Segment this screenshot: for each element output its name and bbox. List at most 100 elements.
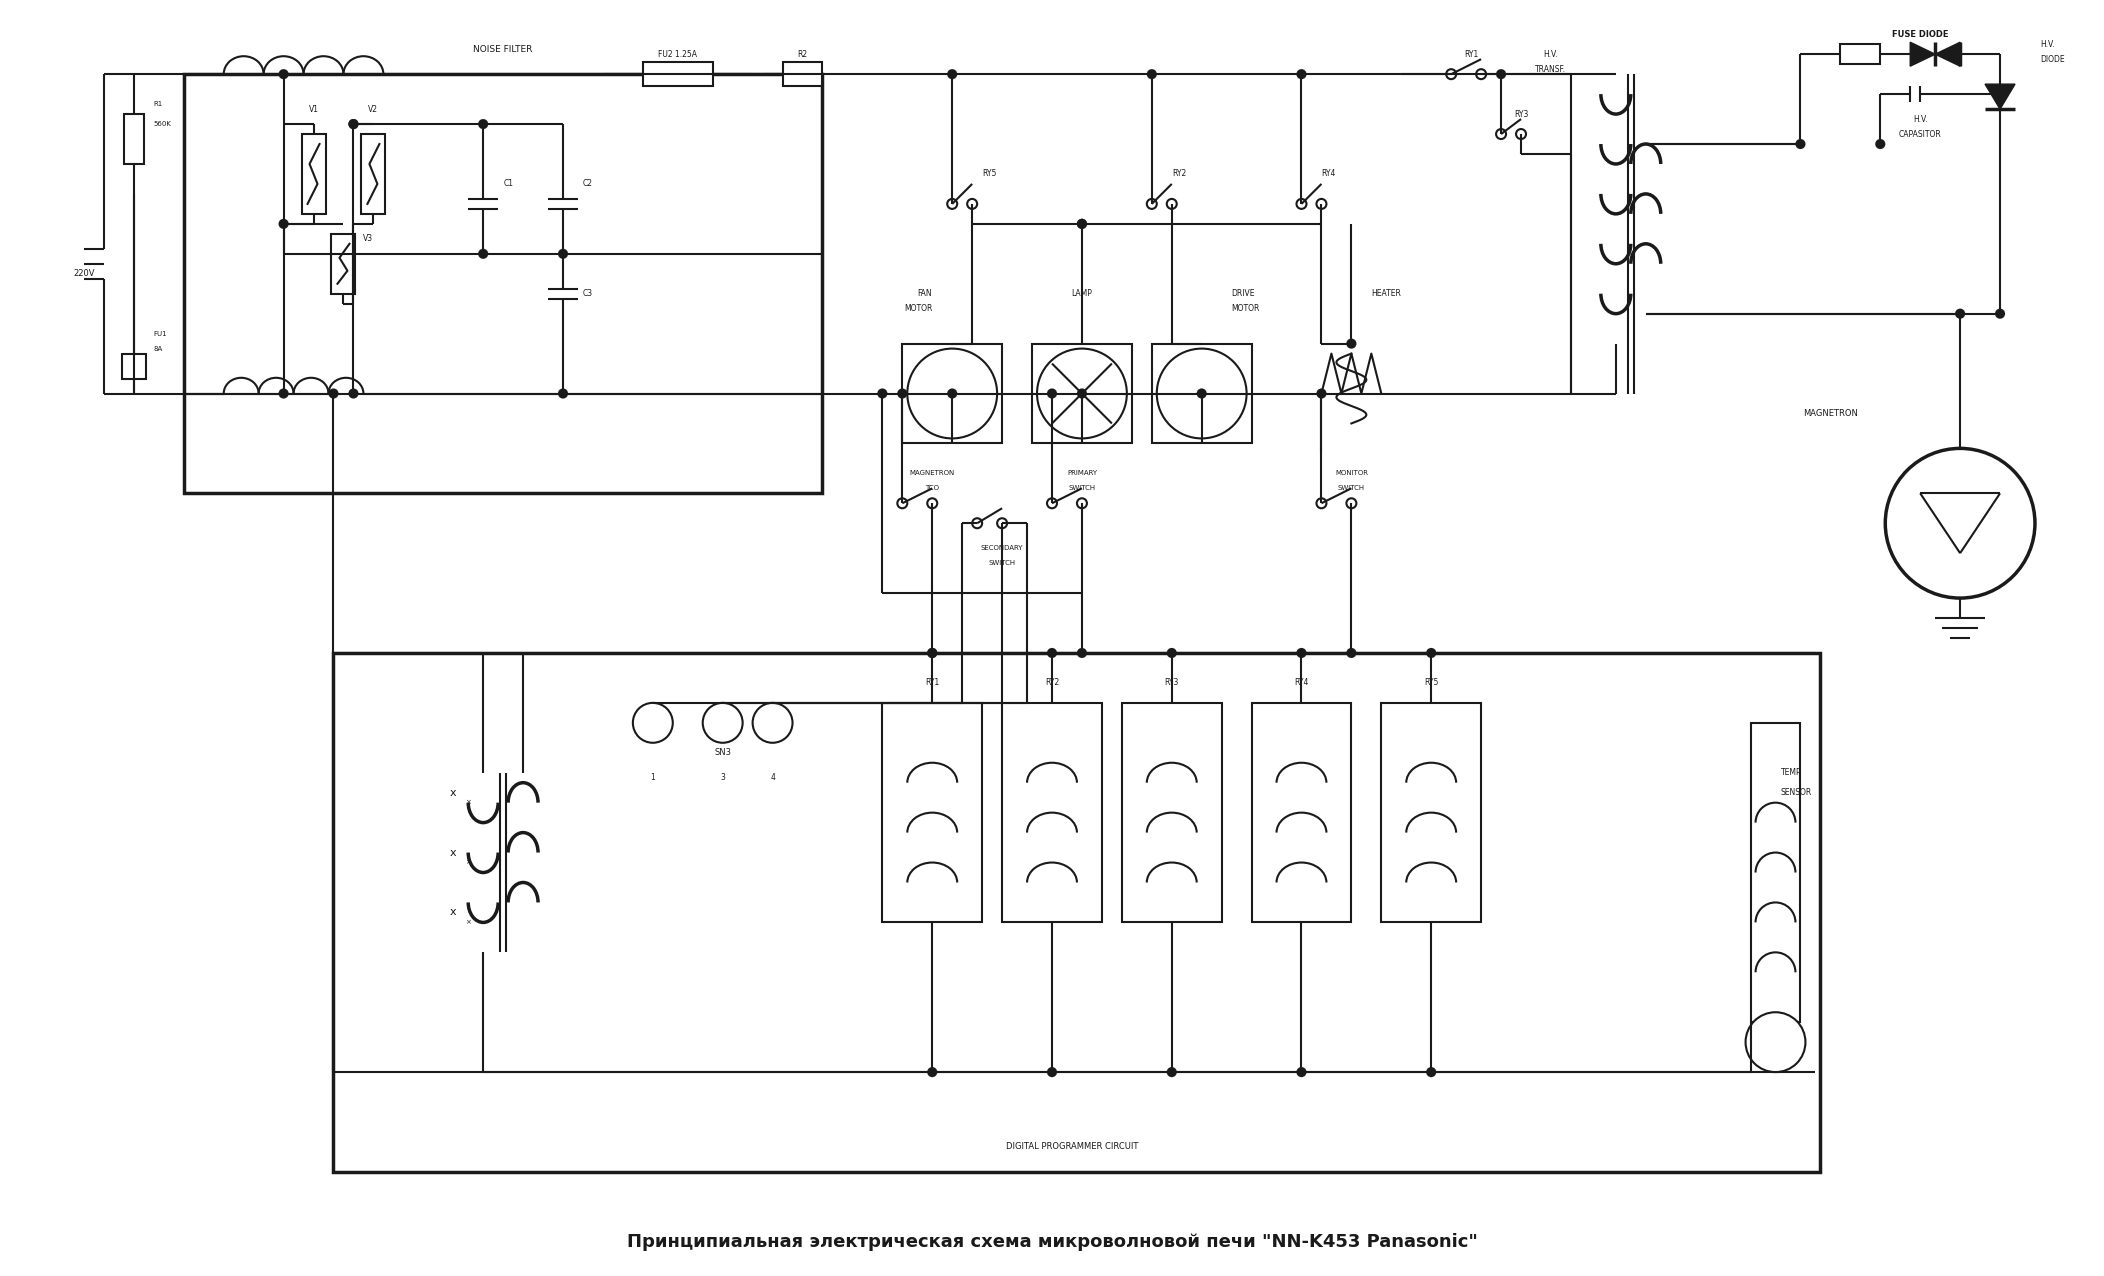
Text: 220V: 220V	[74, 269, 95, 278]
Text: H.V.: H.V.	[1913, 115, 1927, 124]
Text: x: x	[450, 787, 457, 798]
Bar	[1382, 703, 1481, 923]
Circle shape	[1445, 69, 1456, 79]
Text: MONITOR: MONITOR	[1334, 471, 1368, 476]
Bar	[332, 234, 356, 293]
Text: V3: V3	[364, 235, 375, 244]
Text: 8A: 8A	[154, 346, 164, 352]
Circle shape	[1885, 448, 2035, 598]
Circle shape	[1955, 309, 1965, 319]
Bar	[183, 74, 823, 494]
Circle shape	[328, 388, 339, 398]
Circle shape	[972, 518, 983, 528]
Circle shape	[1317, 499, 1326, 508]
Text: C3: C3	[583, 290, 593, 299]
Circle shape	[1197, 388, 1208, 398]
Text: SWITCH: SWITCH	[989, 560, 1016, 567]
Circle shape	[1296, 1067, 1307, 1077]
Bar	[301, 134, 326, 214]
Text: PRIMARY: PRIMARY	[1067, 471, 1096, 476]
Bar	[1033, 343, 1132, 443]
Text: LAMP: LAMP	[1071, 290, 1092, 299]
Circle shape	[1347, 499, 1357, 508]
Circle shape	[928, 648, 936, 658]
Circle shape	[1048, 388, 1056, 398]
Text: FU2 1.25A: FU2 1.25A	[659, 50, 696, 59]
Circle shape	[928, 648, 936, 658]
Bar	[122, 353, 145, 379]
Circle shape	[1168, 648, 1176, 658]
Text: SWITCH: SWITCH	[1069, 485, 1096, 491]
Circle shape	[1347, 648, 1357, 658]
Polygon shape	[1984, 84, 2016, 108]
Circle shape	[1077, 219, 1088, 228]
Text: RY1: RY1	[1464, 50, 1479, 59]
Text: H.V.: H.V.	[1544, 50, 1559, 59]
Circle shape	[947, 199, 957, 209]
Bar	[783, 63, 823, 87]
Text: MOTOR: MOTOR	[905, 304, 932, 313]
Circle shape	[1795, 139, 1805, 149]
Text: RY5: RY5	[1424, 679, 1439, 688]
Circle shape	[1317, 199, 1326, 209]
Circle shape	[1168, 199, 1176, 209]
Circle shape	[947, 69, 957, 79]
Text: 3: 3	[720, 773, 726, 782]
Circle shape	[349, 119, 358, 129]
Bar	[1751, 722, 1801, 1022]
Text: CAPASITOR: CAPASITOR	[1898, 130, 1942, 139]
Bar	[644, 63, 713, 87]
Circle shape	[558, 388, 568, 398]
Circle shape	[703, 703, 743, 743]
Circle shape	[1037, 348, 1128, 439]
Text: R1: R1	[154, 101, 164, 107]
Text: FAN: FAN	[917, 290, 932, 299]
Circle shape	[896, 388, 907, 398]
Circle shape	[1517, 129, 1525, 139]
Circle shape	[1347, 338, 1357, 348]
Bar	[1252, 703, 1351, 923]
Text: x: x	[450, 847, 457, 857]
Circle shape	[1477, 69, 1485, 79]
Circle shape	[278, 69, 288, 79]
Bar	[882, 703, 983, 923]
Circle shape	[349, 388, 358, 398]
Bar	[362, 134, 385, 214]
Circle shape	[1995, 309, 2005, 319]
Circle shape	[1496, 69, 1506, 79]
Text: V2: V2	[368, 105, 379, 114]
Text: DIGITAL PROGRAMMER CIRCUIT: DIGITAL PROGRAMMER CIRCUIT	[1006, 1142, 1138, 1151]
Polygon shape	[1910, 42, 1936, 66]
Circle shape	[1048, 1067, 1056, 1077]
Circle shape	[1296, 648, 1307, 658]
Text: MOTOR: MOTOR	[1231, 304, 1260, 313]
Text: HEATER: HEATER	[1372, 290, 1401, 299]
Text: SECONDARY: SECONDARY	[980, 545, 1023, 551]
Circle shape	[896, 499, 907, 508]
Circle shape	[1427, 1067, 1437, 1077]
Circle shape	[1077, 219, 1088, 228]
Circle shape	[558, 249, 568, 259]
Circle shape	[1995, 89, 2005, 100]
Circle shape	[1048, 499, 1056, 508]
Bar	[335, 653, 1820, 1171]
Text: C2: C2	[583, 180, 593, 189]
Text: FU1: FU1	[154, 330, 168, 337]
Circle shape	[877, 388, 888, 398]
Text: SWITCH: SWITCH	[1338, 485, 1365, 491]
Text: V1: V1	[309, 105, 318, 114]
Text: MAGNETRON: MAGNETRON	[1803, 410, 1858, 419]
Circle shape	[1077, 388, 1088, 398]
Bar	[1151, 343, 1252, 443]
Text: NOISE FILTER: NOISE FILTER	[473, 45, 532, 54]
Text: ×: ×	[465, 920, 471, 925]
Text: R2: R2	[797, 50, 808, 59]
Text: FUSE DIODE: FUSE DIODE	[1891, 29, 1948, 38]
Text: DIODE: DIODE	[2041, 55, 2064, 64]
Text: ×: ×	[465, 860, 471, 865]
Text: TCO: TCO	[926, 485, 938, 491]
Bar	[124, 114, 143, 165]
Text: RY2: RY2	[1172, 170, 1187, 179]
Text: SENSOR: SENSOR	[1780, 789, 1812, 798]
Text: 4: 4	[770, 773, 774, 782]
